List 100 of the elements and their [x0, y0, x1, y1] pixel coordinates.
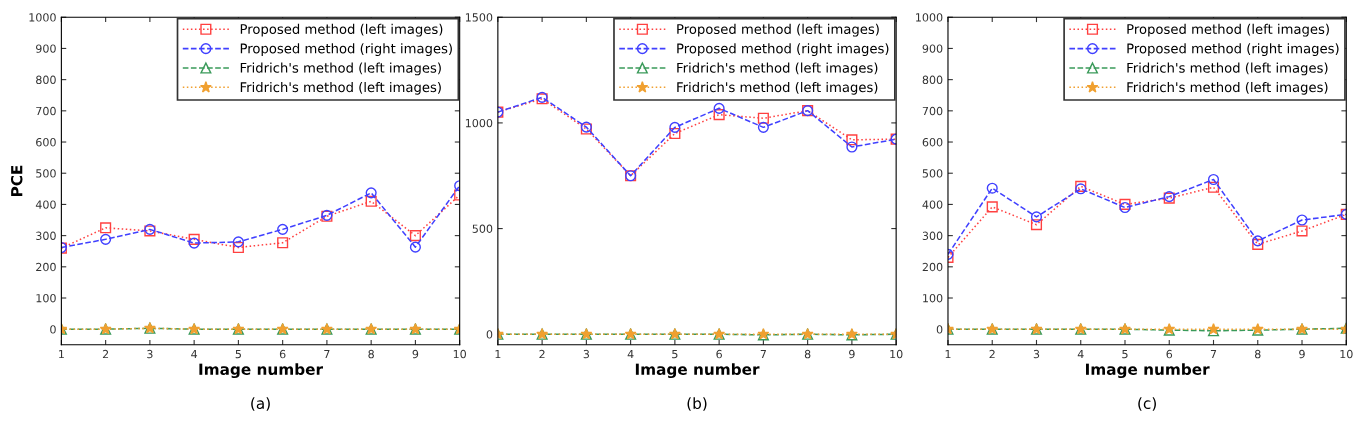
legend-label: Proposed method (right images) — [677, 43, 889, 56]
x-axis-title: Image number — [635, 363, 760, 379]
legend-label: Proposed method (left images) — [677, 23, 879, 37]
y-tick-label: 1000 — [916, 13, 943, 22]
point — [365, 195, 377, 207]
x-tick-label: 6 — [1166, 349, 1173, 359]
point — [277, 237, 289, 249]
point — [713, 109, 725, 121]
y-tick-label: 200 — [922, 262, 943, 272]
x-axis-title: Image number — [199, 363, 323, 379]
x-tick-label: 5 — [672, 350, 678, 359]
x-tick-label: 3 — [1033, 349, 1040, 359]
x-tick-label: 6 — [279, 349, 286, 359]
point — [669, 127, 681, 140]
point — [188, 233, 200, 245]
x-tick-label: 10 — [453, 349, 466, 359]
text: (a) — [251, 397, 270, 411]
x-tick-label: 4 — [1077, 350, 1084, 359]
point — [986, 201, 998, 213]
point — [1207, 173, 1220, 186]
point — [100, 222, 112, 234]
y-tick-label: 1500 — [465, 13, 493, 22]
point — [409, 241, 421, 253]
point — [1119, 198, 1131, 210]
x-tick-label: 6 — [716, 349, 722, 359]
y-tick-label: 1000 — [465, 118, 493, 128]
x-tick-label: 9 — [1299, 349, 1305, 359]
y-tick-label: 400 — [35, 200, 56, 209]
y-tick-label: 500 — [472, 224, 493, 233]
y-tick-label: 200 — [36, 262, 56, 272]
point — [277, 223, 289, 235]
point — [846, 134, 858, 146]
y-tick-label: 300 — [36, 231, 56, 240]
y-tick-label: 0 — [486, 330, 493, 339]
x-axis-title: Image number — [1086, 363, 1210, 379]
legend-label: Fridrich's method (left images) — [1127, 81, 1328, 95]
x-tick-label: 7 — [1210, 350, 1217, 359]
text: (b) — [687, 397, 707, 411]
point — [1030, 219, 1043, 231]
y-tick-label: 700 — [922, 106, 943, 116]
point — [669, 121, 681, 133]
point — [232, 241, 244, 254]
y-tick-label: 100 — [923, 293, 943, 303]
point — [1030, 211, 1043, 223]
legend-label: Fridrich's method (left images) — [240, 62, 441, 76]
point — [846, 141, 858, 153]
x-tick-label: 3 — [147, 349, 153, 359]
legend-label: Proposed method (right images) — [1127, 43, 1339, 56]
x-tick-label: 8 — [804, 349, 811, 359]
y-axis-title: PCE — [10, 165, 23, 197]
y-tick-label: 800 — [922, 75, 943, 85]
x-tick-label: 1 — [495, 350, 501, 359]
y-tick-label: 300 — [922, 231, 943, 240]
legend-label: Proposed method (right images) — [240, 43, 452, 56]
y-tick-label: 400 — [922, 200, 943, 209]
x-tick-label: 5 — [1122, 350, 1128, 359]
x-tick-label: 7 — [760, 350, 766, 359]
legend-label: Fridrich's method (left images) — [677, 62, 878, 76]
x-tick-label: 1 — [59, 350, 64, 359]
x-tick-label: 4 — [191, 350, 198, 359]
x-tick-label: 10 — [890, 349, 903, 359]
point — [1296, 225, 1308, 237]
x-tick-label: 2 — [102, 349, 109, 359]
point — [713, 102, 725, 114]
legend-label: Proposed method (left images) — [1127, 23, 1329, 37]
point — [365, 187, 377, 199]
y-tick-label: 0 — [50, 325, 56, 334]
y-tick-label: 600 — [922, 138, 943, 147]
y-tick-label: 900 — [36, 44, 56, 53]
x-tick-label: 2 — [539, 349, 545, 359]
legend-label: Fridrich's method (left images) — [240, 81, 441, 95]
x-tick-label: 1 — [945, 350, 951, 359]
y-tick-label: 500 — [922, 169, 943, 178]
point — [1207, 181, 1220, 193]
x-tick-label: 8 — [1254, 349, 1261, 359]
point — [232, 236, 244, 248]
x-tick-label: 5 — [235, 350, 241, 359]
y-tick-label: 500 — [36, 169, 56, 178]
x-tick-label: 9 — [412, 349, 419, 359]
point — [1296, 214, 1308, 226]
x-tick-label: 10 — [1340, 349, 1353, 359]
legend-label: Proposed method (left images) — [240, 23, 443, 37]
x-tick-label: 7 — [324, 350, 330, 359]
x-tick-label: 4 — [627, 350, 634, 359]
point — [100, 233, 112, 245]
y-tick-label: 900 — [922, 44, 943, 53]
point — [409, 230, 421, 242]
point — [757, 121, 769, 133]
y-tick-label: 700 — [36, 106, 56, 116]
y-tick-label: 800 — [36, 75, 56, 85]
x-tick-label: 8 — [368, 349, 374, 359]
y-tick-label: 0 — [936, 325, 943, 334]
y-tick-label: 1000 — [29, 13, 56, 22]
legend-label: Fridrich's method (left images) — [1127, 62, 1328, 76]
point — [986, 182, 998, 194]
x-tick-label: 2 — [989, 349, 995, 359]
y-tick-label: 600 — [36, 138, 56, 147]
text: (c) — [1138, 397, 1156, 411]
point — [757, 112, 769, 124]
point — [1119, 201, 1131, 214]
